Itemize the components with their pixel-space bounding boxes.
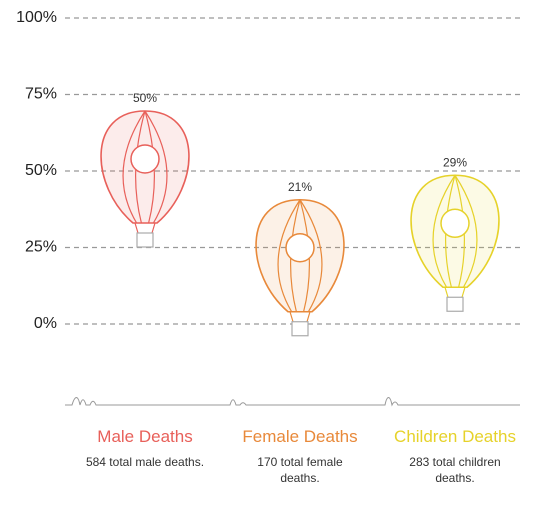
balloon	[411, 175, 499, 311]
description: 170 total female deaths.	[240, 454, 360, 486]
y-tick-label: 100%	[16, 9, 57, 26]
y-tick-label: 75%	[25, 86, 57, 103]
y-tick-label: 0%	[34, 315, 57, 332]
value-label: 50%	[133, 91, 157, 105]
balloon-rope	[290, 312, 310, 322]
balloon-icon	[286, 234, 314, 262]
y-tick-label: 50%	[25, 162, 57, 179]
ground-line	[65, 398, 520, 406]
category-label: Children Deaths	[385, 426, 525, 448]
balloon-basket	[447, 297, 463, 311]
balloon-basket	[137, 233, 153, 247]
balloon	[101, 111, 189, 247]
value-label: 21%	[288, 180, 312, 194]
balloon-icon	[131, 145, 159, 173]
balloon-rope	[445, 287, 465, 297]
balloon-rope	[135, 223, 155, 233]
category-label: Male Deaths	[75, 426, 215, 448]
description: 283 total children deaths.	[395, 454, 515, 486]
balloon-basket	[292, 322, 308, 336]
value-label: 29%	[443, 155, 467, 169]
balloon	[256, 200, 344, 336]
balloon-icon	[441, 209, 469, 237]
description: 584 total male deaths.	[85, 454, 205, 470]
category-label: Female Deaths	[230, 426, 370, 448]
y-tick-label: 25%	[25, 239, 57, 256]
chart: 0% 25% 50% 75% 100% 50% 21% 29% Male Deaths 584 …	[0, 0, 534, 515]
